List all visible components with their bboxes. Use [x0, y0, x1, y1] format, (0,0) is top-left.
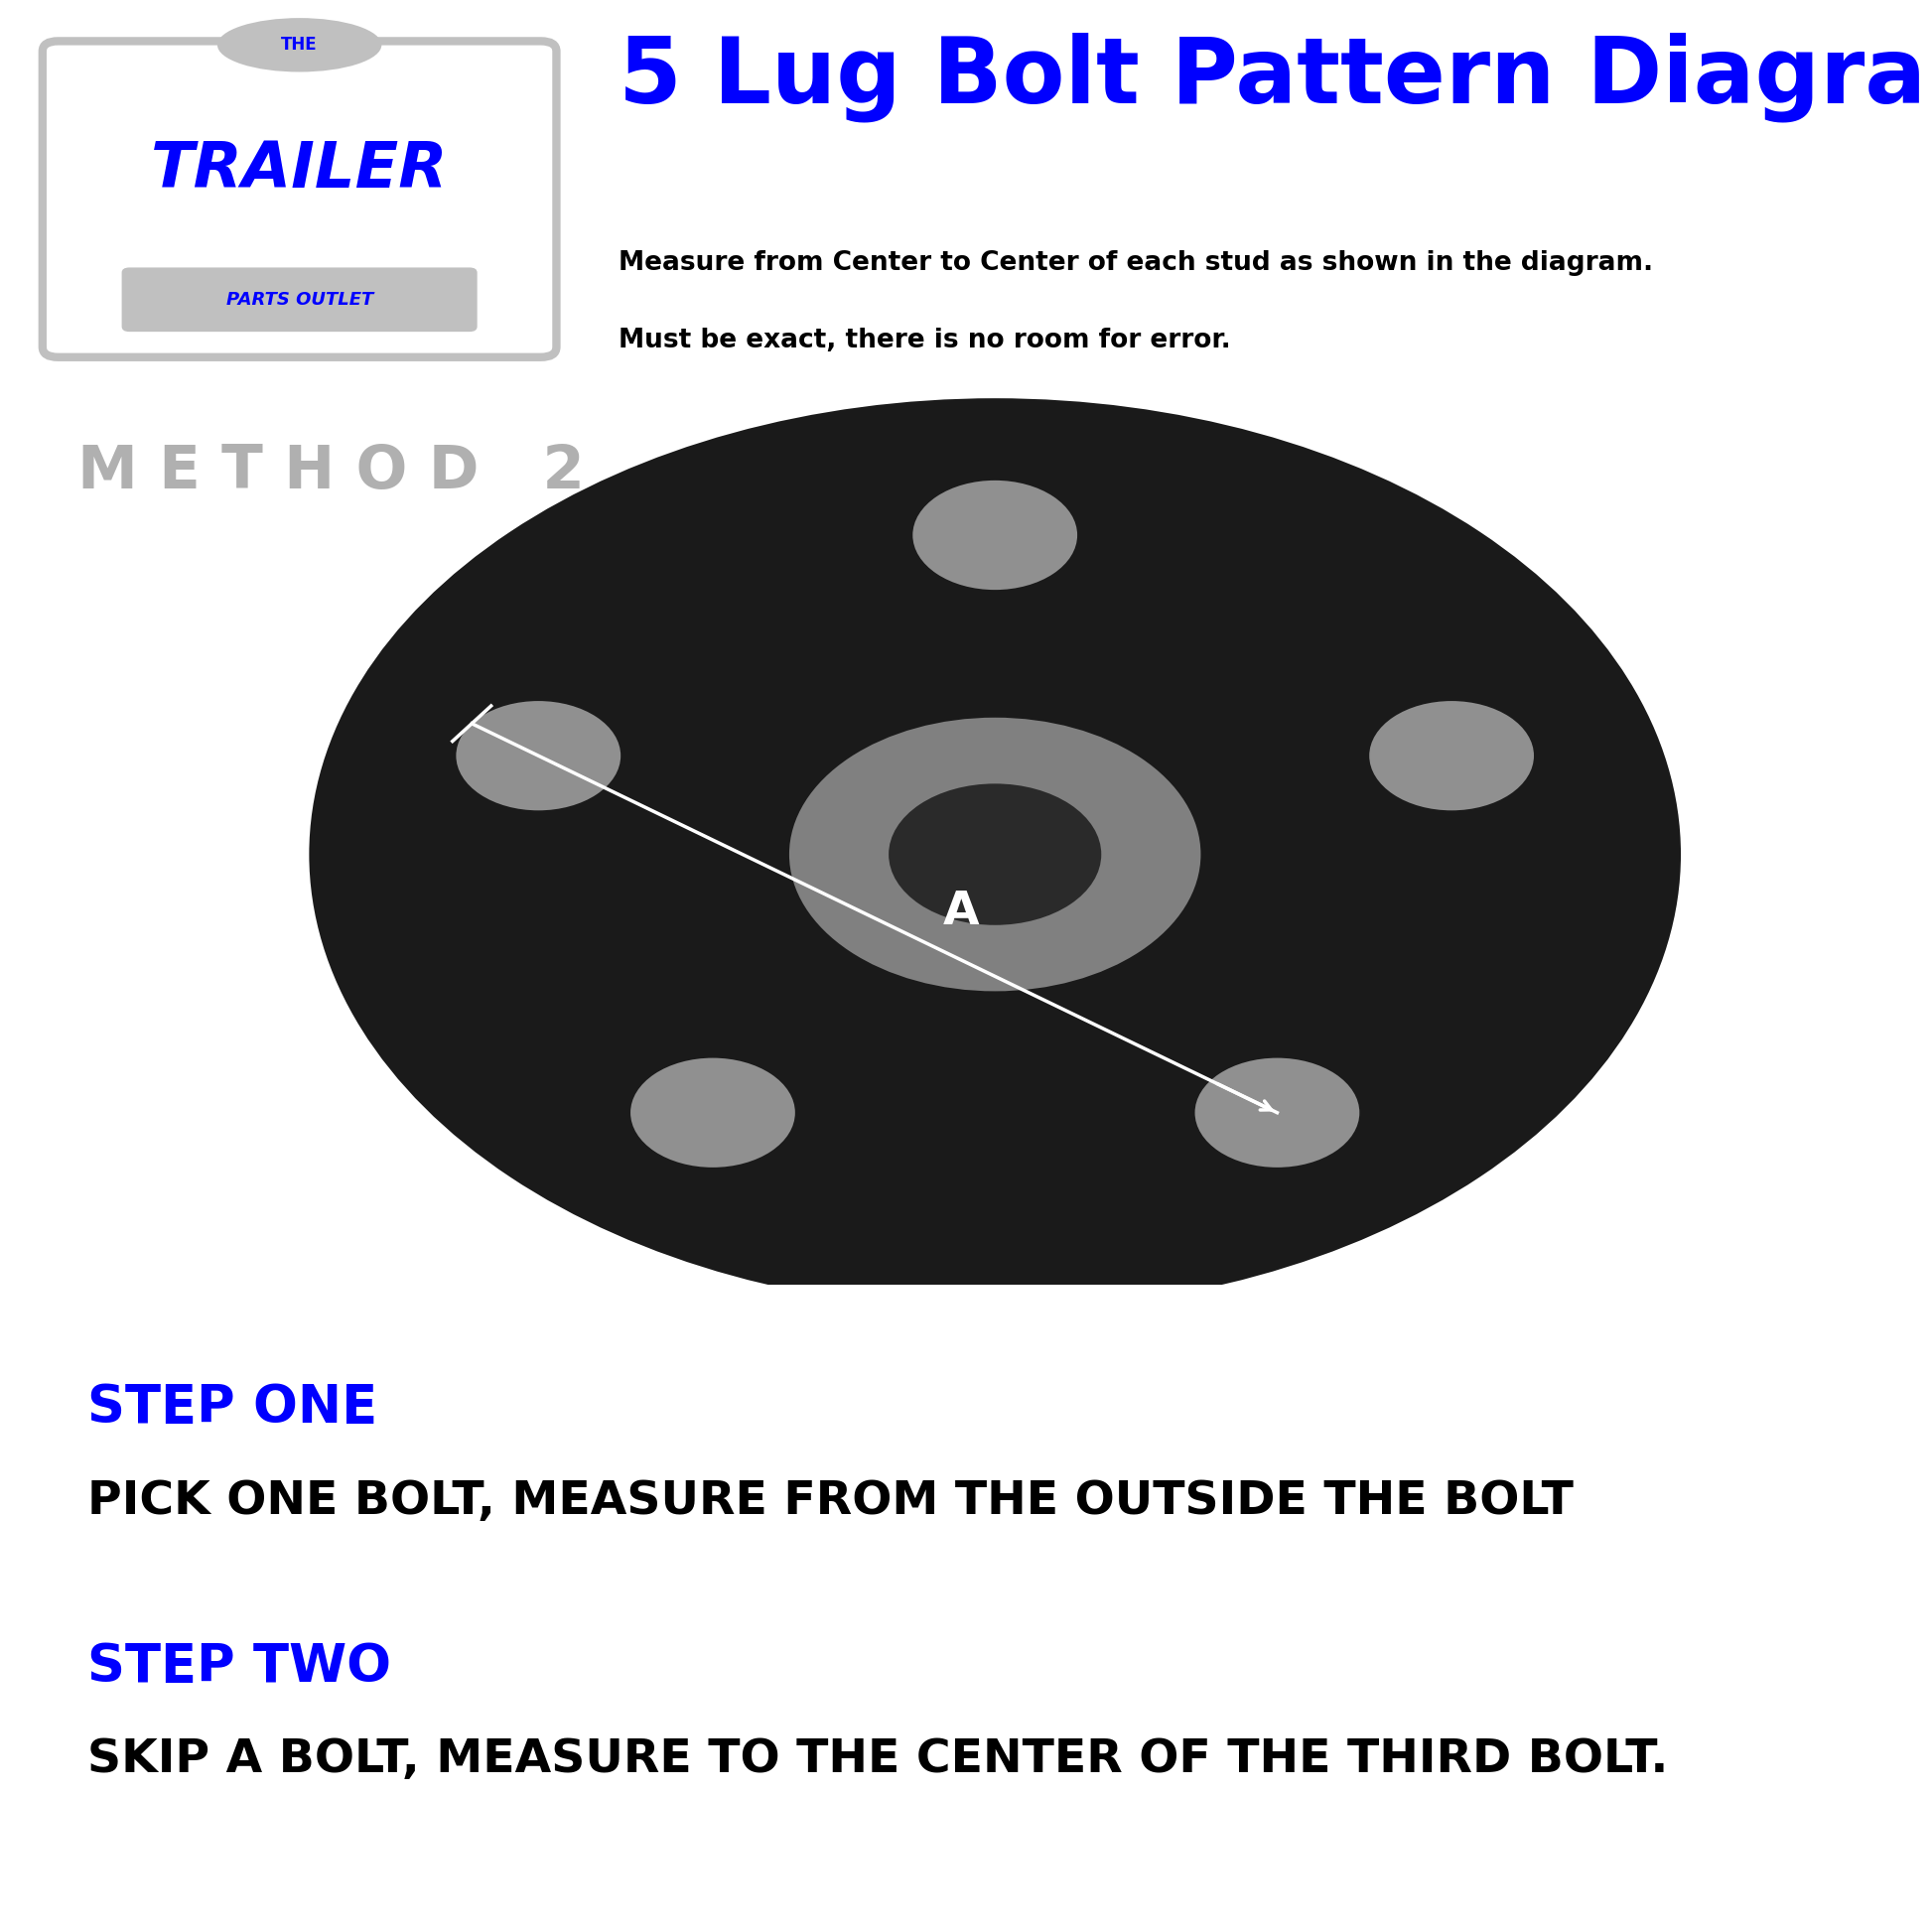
- Circle shape: [456, 701, 620, 810]
- Text: STEP ONE: STEP ONE: [87, 1381, 377, 1434]
- Circle shape: [912, 481, 1078, 589]
- Text: THE: THE: [282, 37, 317, 54]
- Text: A: A: [943, 889, 980, 933]
- Circle shape: [1370, 701, 1534, 810]
- Text: M E T H O D   2: M E T H O D 2: [77, 442, 585, 502]
- Text: STEP TWO: STEP TWO: [87, 1640, 390, 1692]
- FancyBboxPatch shape: [43, 41, 556, 357]
- Text: Must be exact, there is no room for error.: Must be exact, there is no room for erro…: [618, 328, 1231, 354]
- Text: PICK ONE BOLT, MEASURE FROM THE OUTSIDE THE BOLT: PICK ONE BOLT, MEASURE FROM THE OUTSIDE …: [87, 1480, 1573, 1524]
- Ellipse shape: [216, 17, 383, 71]
- Circle shape: [788, 717, 1202, 991]
- Circle shape: [889, 784, 1101, 925]
- FancyBboxPatch shape: [122, 267, 477, 332]
- Circle shape: [1194, 1059, 1360, 1167]
- Text: Measure from Center to Center of each stud as shown in the diagram.: Measure from Center to Center of each st…: [618, 251, 1654, 276]
- Circle shape: [630, 1059, 796, 1167]
- Text: 5 Lug Bolt Pattern Diagram: 5 Lug Bolt Pattern Diagram: [618, 33, 1932, 122]
- Text: SKIP A BOLT, MEASURE TO THE CENTER OF THE THIRD BOLT.: SKIP A BOLT, MEASURE TO THE CENTER OF TH…: [87, 1739, 1667, 1783]
- Text: PARTS OUTLET: PARTS OUTLET: [226, 290, 373, 309]
- Text: TRAILER: TRAILER: [151, 139, 448, 201]
- Circle shape: [309, 398, 1681, 1310]
